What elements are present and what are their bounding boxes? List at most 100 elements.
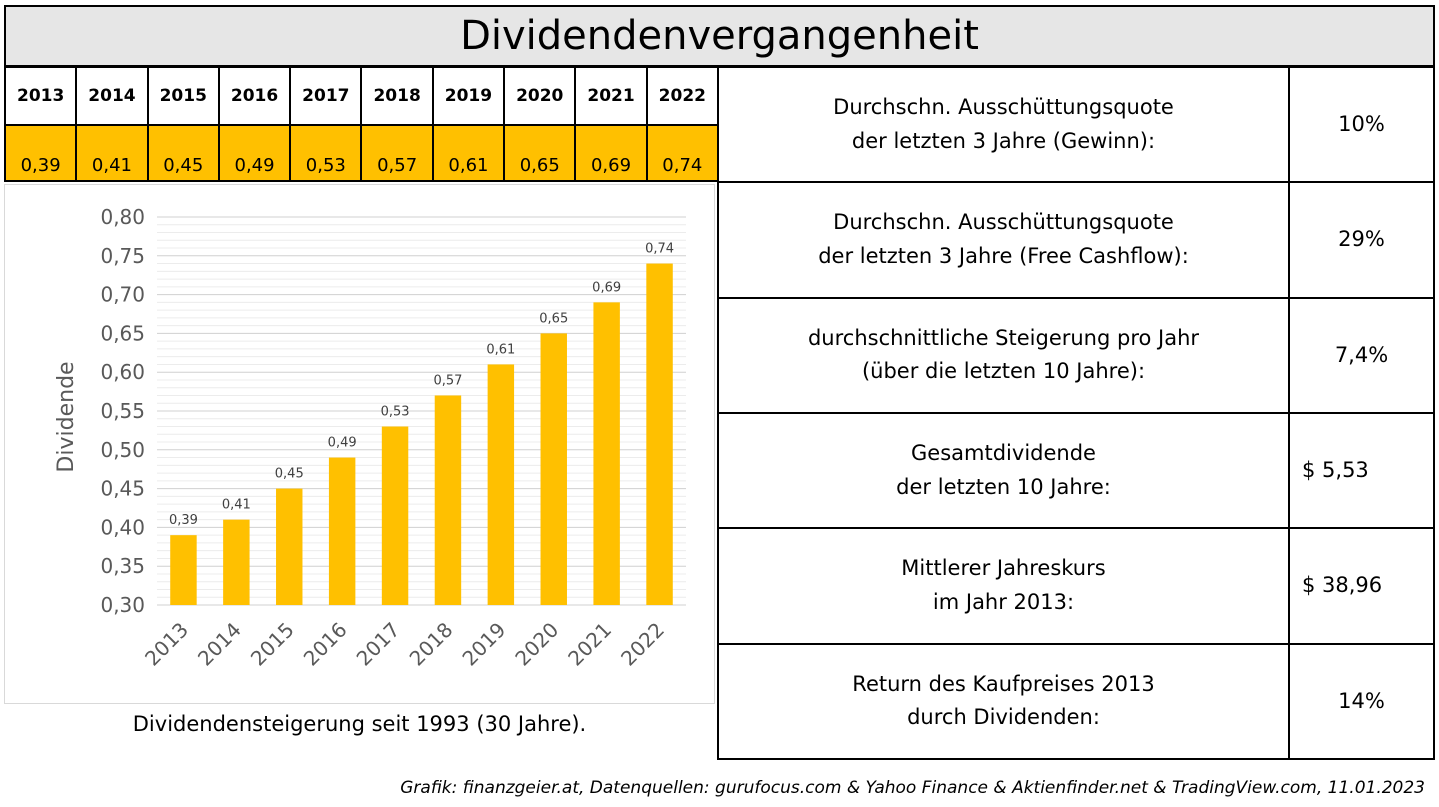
data-labels: 0,39 0,41 0,45 0,49 0,53 0,57 0,61 0,65 0,69 0,74 [169, 242, 674, 529]
y-tick-label: 0,75 [100, 244, 145, 268]
year-cell: 2019 [431, 66, 506, 126]
dividend-value-cell: 0,53 [289, 124, 363, 182]
y-tick-label: 0,80 [100, 205, 145, 229]
stats-label-line: Durchschn. Ausschüttungsquote [833, 210, 1174, 235]
x-tick-label: 2013 [140, 618, 193, 671]
stats-row: Mittlerer Jahreskurs im Jahr 2013: $ 38,… [717, 527, 1435, 645]
stats-value: 7,4% [1288, 296, 1435, 414]
bar-2020 [540, 333, 567, 605]
stats-label-line: durchschnittliche Steigerung pro Jahr [807, 325, 1200, 350]
year-cell: 2021 [574, 66, 648, 126]
data-label: 0,53 [381, 405, 410, 420]
data-label: 0,41 [222, 498, 251, 513]
data-label: 0,65 [539, 311, 568, 326]
stats-label-line: der letzten 3 Jahre (Free Cashflow): [818, 243, 1189, 268]
y-tick-label: 0,65 [100, 321, 145, 345]
bar-2013 [170, 535, 197, 605]
stats-label: Return des Kaufpreises 2013 durch Divide… [717, 642, 1290, 761]
bar-2014 [223, 519, 250, 605]
y-tick-label: 0,55 [100, 399, 145, 423]
data-label: 0,57 [433, 373, 462, 388]
dividend-year-table: 2013 2014 2015 2016 2017 2018 2019 2020 … [3, 66, 720, 182]
y-axis-ticks: 0,30 0,35 0,40 0,45 0,50 0,55 0,60 0,65 0,70 0,75… [100, 205, 145, 617]
dividend-value-cell: 0,69 [574, 124, 648, 182]
bar-2021 [593, 302, 620, 605]
dividend-value-cell: 0,74 [645, 124, 720, 182]
stats-label-line: durch Dividenden: [907, 705, 1100, 730]
stats-label: Durchschn. Ausschüttungsquote der letzte… [717, 181, 1290, 299]
year-cell: 2020 [503, 66, 577, 126]
x-tick-label: 2020 [510, 618, 563, 671]
data-label: 0,69 [592, 280, 621, 295]
stats-table: Durchschn. Ausschüttungsquote der letzte… [717, 65, 1435, 761]
bars [170, 263, 673, 605]
data-label: 0,74 [645, 242, 674, 257]
stats-label-line: Mittlerer Jahreskurs [901, 556, 1106, 581]
x-tick-label: 2018 [405, 618, 458, 671]
data-label: 0,61 [486, 342, 515, 357]
stats-row: Gesamtdividende der letzten 10 Jahre: $ … [717, 411, 1435, 530]
data-label: 0,45 [275, 467, 304, 482]
stats-value: 10% [1288, 65, 1435, 184]
stats-label: Gesamtdividende der letzten 10 Jahre: [717, 411, 1290, 530]
x-tick-label: 2015 [246, 618, 299, 671]
dividend-value-cell: 0,65 [503, 124, 577, 182]
x-tick-label: 2014 [193, 618, 246, 671]
stats-row: Durchschn. Ausschüttungsquote der letzte… [717, 181, 1435, 299]
stats-label-line: (über die letzten 10 Jahre): [861, 359, 1146, 384]
y-tick-label: 0,35 [100, 554, 145, 578]
page-title: Dividendenvergangenheit [4, 5, 1435, 67]
year-cell: 2014 [75, 66, 149, 126]
stats-label-line: im Jahr 2013: [932, 589, 1075, 614]
data-label: 0,49 [328, 436, 357, 451]
y-tick-label: 0,30 [100, 593, 145, 617]
chart-canvas: 0,30 0,35 0,40 0,45 0,50 0,55 0,60 0,65 0,70 0,75… [54, 205, 686, 671]
stats-label-line: Gesamtdividende [911, 441, 1096, 466]
y-axis-title: Dividende [54, 361, 79, 472]
year-row: 2013 2014 2015 2016 2017 2018 2019 2020 … [3, 66, 720, 126]
stats-value: $ 38,96 [1288, 527, 1435, 645]
stats-row: Durchschn. Ausschüttungsquote der letzte… [717, 65, 1435, 184]
dividend-value-cell: 0,61 [431, 124, 506, 182]
source-footer: Grafik: finanzgeier.at, Datenquellen: gu… [400, 778, 1425, 798]
dividend-value-cell: 0,49 [217, 124, 292, 182]
y-tick-label: 0,60 [100, 360, 145, 384]
bar-2015 [276, 488, 303, 605]
bar-2016 [328, 457, 356, 605]
y-tick-label: 0,50 [100, 438, 145, 462]
y-tick-label: 0,70 [100, 283, 145, 307]
stats-label: Mittlerer Jahreskurs im Jahr 2013: [717, 527, 1290, 645]
year-cell: 2017 [289, 66, 363, 126]
x-axis-ticks: 2013 2014 2015 2016 2017 2018 2019 2020 2021 2022 [140, 618, 669, 671]
bar-2017 [381, 426, 409, 605]
stats-label-line: Durchschn. Ausschüttungsquote [833, 95, 1174, 120]
dividend-value-cell: 0,45 [146, 124, 220, 182]
bar-2018 [434, 395, 462, 605]
year-cell: 2016 [217, 66, 292, 126]
x-tick-label: 2016 [299, 618, 352, 671]
x-tick-label: 2022 [616, 618, 669, 671]
y-tick-label: 0,40 [100, 515, 145, 539]
stats-label-line: Return des Kaufpreises 2013 [852, 671, 1155, 696]
stats-row: Return des Kaufpreises 2013 durch Divide… [717, 642, 1435, 761]
dividend-value-cell: 0,39 [3, 124, 78, 182]
year-cell: 2018 [360, 66, 434, 126]
stats-value: $ 5,53 [1288, 411, 1435, 530]
y-tick-label: 0,45 [100, 477, 145, 501]
dividend-bar-chart: 0,30 0,35 0,40 0,45 0,50 0,55 0,60 0,65 0,70 0,75… [4, 184, 715, 704]
stats-row: durchschnittliche Steigerung pro Jahr (ü… [717, 296, 1435, 414]
stats-label-line: der letzten 3 Jahre (Gewinn): [851, 128, 1156, 153]
bar-2019 [487, 364, 515, 605]
dividend-value-row: 0,39 0,41 0,45 0,49 0,53 0,57 0,61 0,65 … [3, 124, 720, 182]
stats-label-line: der letzten 10 Jahre: [896, 474, 1111, 499]
bar-2022 [646, 263, 673, 605]
stats-value: 14% [1288, 642, 1435, 761]
stats-label: durchschnittliche Steigerung pro Jahr (ü… [717, 296, 1290, 414]
x-tick-label: 2019 [457, 618, 510, 671]
x-tick-label: 2017 [352, 618, 405, 671]
x-tick-label: 2021 [563, 618, 616, 671]
year-cell: 2015 [146, 66, 220, 126]
data-label: 0,39 [169, 513, 198, 528]
year-cell: 2013 [3, 66, 78, 126]
stats-label: Durchschn. Ausschüttungsquote der letzte… [717, 65, 1290, 184]
